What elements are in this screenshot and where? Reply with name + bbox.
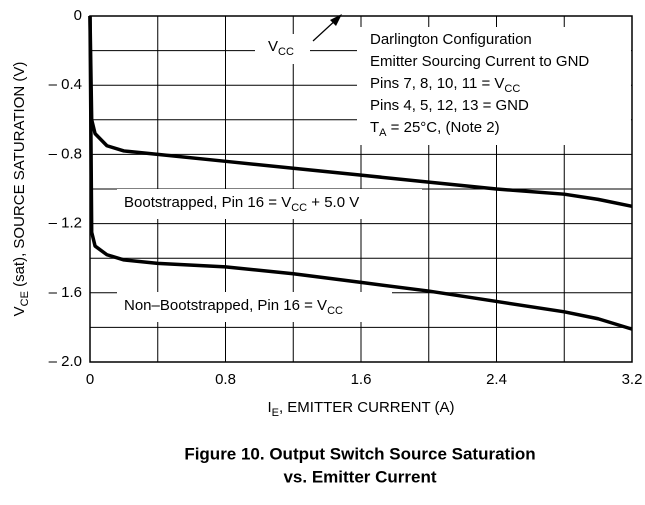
- annotation: Pins 4, 5, 12, 13 = GND: [370, 97, 529, 114]
- x-axis-label-part: I: [267, 399, 271, 416]
- y-tick-label: – 0.8: [49, 145, 82, 162]
- annotation: Emitter Sourcing Current to GND: [370, 53, 589, 70]
- label-bg: [357, 27, 631, 145]
- y-tick-label: 0: [74, 7, 82, 24]
- x-axis-label: IE, EMITTER CURRENT (A): [267, 399, 454, 419]
- annotation: VCC: [268, 38, 294, 58]
- y-tick-label: – 1.2: [49, 215, 82, 232]
- annotation-part: Pins 4, 5, 12, 13 = GND: [370, 97, 529, 114]
- caption: vs. Emitter Current: [283, 467, 436, 486]
- series-line: [88, 15, 633, 331]
- series-label-part: CC: [291, 202, 307, 214]
- annotation-part: Pins 7, 8, 10, 11 = V: [370, 75, 504, 92]
- y-axis-label-part: (sat), SOURCE SATURATION (V): [11, 62, 28, 291]
- y-tick-label: – 2.0: [49, 353, 82, 370]
- annotation-part: Emitter Sourcing Current to GND: [370, 53, 589, 70]
- x-tick-label: 0: [86, 371, 94, 388]
- annotation: TA = 25°C, (Note 2): [370, 119, 500, 139]
- label-bg: [117, 189, 422, 219]
- y-tick-label: – 0.4: [49, 76, 82, 93]
- x-axis-label-part: , EMITTER CURRENT (A): [279, 399, 455, 416]
- arrow-head: [330, 14, 342, 26]
- caption: Figure 10. Output Switch Source Saturati…: [184, 444, 535, 463]
- y-axis-label-part: V: [11, 306, 28, 316]
- x-tick-label: 3.2: [622, 371, 643, 388]
- x-tick-label: 2.4: [486, 371, 507, 388]
- annotation-part: Darlington Configuration: [370, 31, 532, 48]
- series-label-part: + 5.0 V: [307, 194, 359, 211]
- series-label-part: Non–Bootstrapped, Pin 16 = V: [124, 297, 327, 314]
- y-axis-label-part: CE: [19, 291, 31, 306]
- series-label-part: Bootstrapped, Pin 16 = V: [124, 194, 291, 211]
- annotation: Pins 7, 8, 10, 11 = VCC: [370, 75, 520, 95]
- annotation-part: = 25°C, (Note 2): [387, 119, 500, 136]
- label-bg: [117, 292, 392, 322]
- series-label: Bootstrapped, Pin 16 = VCC + 5.0 V: [124, 194, 359, 214]
- annotation-part: CC: [504, 83, 520, 95]
- label-bg: [255, 34, 310, 64]
- annotation-part: CC: [278, 46, 294, 58]
- series-label: Non–Bootstrapped, Pin 16 = VCC: [124, 297, 343, 317]
- series-label-part: CC: [327, 305, 343, 317]
- annotation: Darlington Configuration: [370, 31, 532, 48]
- x-tick-label: 1.6: [351, 371, 372, 388]
- y-axis-label: VCE (sat), SOURCE SATURATION (V): [11, 62, 31, 317]
- x-axis-label-part: E: [272, 407, 279, 419]
- annotation-part: T: [370, 119, 379, 136]
- annotation-part: A: [379, 127, 387, 139]
- x-tick-label: 0.8: [215, 371, 236, 388]
- series-line: [88, 15, 633, 209]
- annotation-part: V: [268, 38, 278, 55]
- y-tick-label: – 1.6: [49, 284, 82, 301]
